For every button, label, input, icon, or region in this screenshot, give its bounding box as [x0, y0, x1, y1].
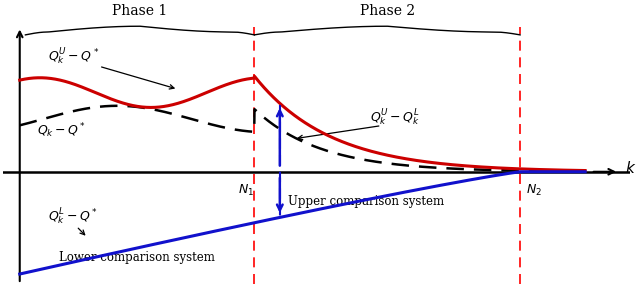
Text: Phase 1: Phase 1 [112, 4, 168, 18]
Text: Upper comparison system: Upper comparison system [288, 195, 444, 208]
Text: $Q_k - Q^*$: $Q_k - Q^*$ [36, 122, 86, 140]
Text: $N_1$: $N_1$ [238, 183, 254, 198]
Text: Phase 2: Phase 2 [360, 4, 415, 18]
Text: Lower comparison system: Lower comparison system [60, 251, 215, 264]
Text: $Q_k^L - Q^*$: $Q_k^L - Q^*$ [48, 207, 98, 227]
Text: $N_2$: $N_2$ [526, 183, 541, 198]
Text: $Q_k^U - Q_k^L$: $Q_k^U - Q_k^L$ [371, 108, 420, 128]
Text: $k$: $k$ [625, 160, 636, 177]
Text: $Q_k^U - Q^*$: $Q_k^U - Q^*$ [48, 47, 99, 68]
